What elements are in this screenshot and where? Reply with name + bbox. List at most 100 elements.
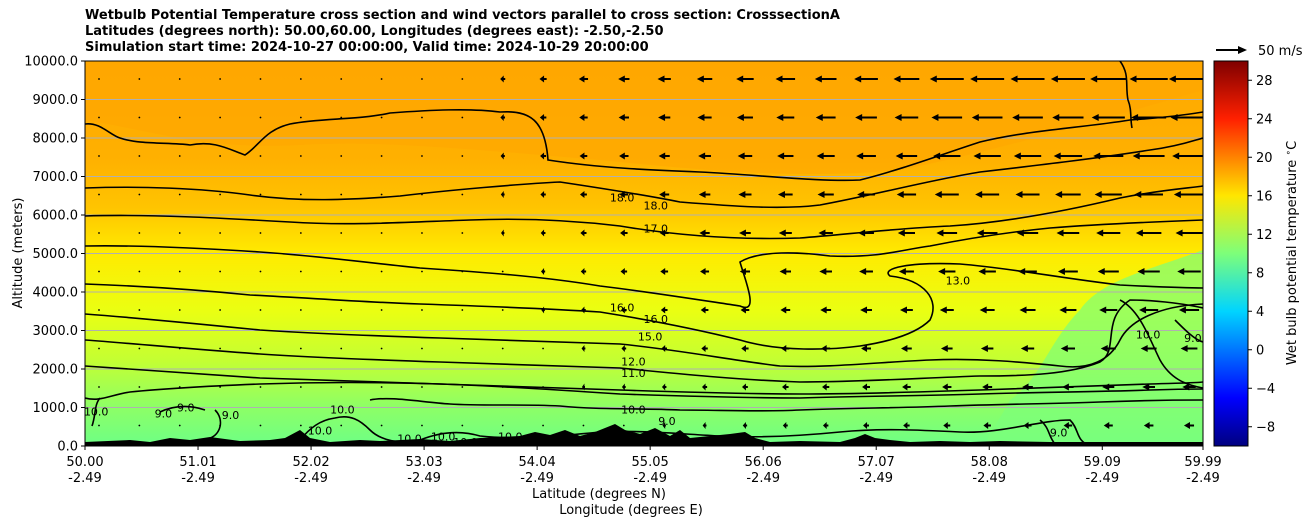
wind-vector xyxy=(138,116,141,119)
wind-vector-head xyxy=(898,268,906,275)
wind-vector xyxy=(138,232,141,234)
wind-vector-head xyxy=(737,152,745,160)
x-tick-label-lon: -2.49 xyxy=(520,471,554,486)
wind-vector xyxy=(98,386,100,388)
contour-line xyxy=(85,185,1203,240)
colorbar-ticks: −8 −4 0 4 8 12 16 20 24 28 xyxy=(1248,74,1275,435)
wind-vector-head xyxy=(700,268,706,275)
colorbar-tick-label: 28 xyxy=(1256,74,1273,89)
wind-vector-head xyxy=(1099,306,1107,314)
wind-vector-head xyxy=(1173,191,1181,198)
wind-vector-head xyxy=(939,306,947,314)
x-axis: 50.00-2.4951.01-2.4952.02-2.4953.03-2.49… xyxy=(66,446,1222,486)
wind-vector xyxy=(421,155,423,157)
wind-vector-head xyxy=(1023,422,1029,429)
wind-vector-head xyxy=(661,383,666,391)
wind-vector-head xyxy=(778,229,786,237)
wind-vector-head xyxy=(1090,75,1098,83)
wind-vector-head xyxy=(659,229,666,237)
wind-vector xyxy=(421,309,423,311)
wind-vector-head xyxy=(822,422,827,429)
wind-vector-head xyxy=(500,75,504,83)
wind-vector xyxy=(259,155,262,157)
contour-line xyxy=(85,299,1203,383)
wind-vector xyxy=(299,270,302,273)
wind-vector xyxy=(178,424,181,427)
wind-vector xyxy=(98,424,100,427)
x-tick-label-lat: 54.04 xyxy=(519,455,556,470)
wind-vector xyxy=(542,347,544,350)
wind-vector-head xyxy=(738,191,746,198)
wind-vector xyxy=(461,309,464,311)
contour-label: 16.0 xyxy=(610,301,635,314)
wind-vectors xyxy=(98,75,1203,429)
wind-vector-head xyxy=(1093,152,1101,160)
plot-area: 18.018.017.016.016.015.012.011.010.013.0… xyxy=(84,61,1203,446)
wind-vector-head xyxy=(698,152,706,160)
wind-vector-head xyxy=(1055,191,1063,198)
quiver-key-arrowhead xyxy=(1238,46,1247,54)
contour-line xyxy=(85,303,1203,368)
y-tick-label: 4000.0 xyxy=(33,286,79,301)
wind-vector-head xyxy=(581,345,585,352)
wind-vector-head xyxy=(1134,191,1142,198)
wind-vector xyxy=(380,386,383,388)
x-tick-label-lat: 50.00 xyxy=(66,455,103,470)
colorbar-tick-label: 12 xyxy=(1256,228,1273,243)
colorbar-tick-label: 16 xyxy=(1256,189,1273,204)
x-tick-label-lon: -2.49 xyxy=(972,471,1006,486)
wind-vector-head xyxy=(579,191,585,198)
wind-vector xyxy=(219,116,222,119)
wind-vector xyxy=(461,424,464,427)
wind-vector-head xyxy=(539,114,545,121)
wind-vector xyxy=(461,270,464,273)
colorbar-tick-label: 24 xyxy=(1256,112,1273,127)
wind-vector-head xyxy=(579,114,585,121)
wind-vector-head xyxy=(620,306,625,314)
wind-vector-head xyxy=(1052,114,1060,121)
wind-vector-head xyxy=(739,229,746,237)
wind-vector-head xyxy=(934,191,942,198)
wind-vector xyxy=(299,309,302,311)
y-tick-label: 5000.0 xyxy=(33,247,79,262)
wind-vector-head xyxy=(1140,345,1148,352)
y-tick-label: 9000.0 xyxy=(33,93,79,108)
wind-vector xyxy=(178,78,181,80)
wind-vector-head xyxy=(500,152,504,160)
wind-vector-head xyxy=(975,191,983,198)
contour-label: 10.0 xyxy=(84,405,109,418)
wind-vector-head xyxy=(657,75,665,83)
wind-vector xyxy=(380,232,383,234)
quiver-key: 50 m/s xyxy=(1216,44,1303,59)
wind-vector xyxy=(380,78,383,80)
wind-vector xyxy=(98,155,100,157)
wind-vector-head xyxy=(980,345,988,352)
y-tick-label: 10000.0 xyxy=(24,55,78,70)
y-tick-label: 0.0 xyxy=(57,440,78,455)
wind-vector-head xyxy=(1129,75,1137,83)
wind-vector xyxy=(421,270,423,273)
x-tick-label-lon: -2.49 xyxy=(68,471,102,486)
x-tick-label-lat: 56.06 xyxy=(745,455,782,470)
wind-vector-head xyxy=(1103,422,1110,429)
wind-vector-head xyxy=(819,268,827,275)
wind-vector-head xyxy=(620,229,625,237)
wind-vector xyxy=(380,347,383,350)
wind-vector-head xyxy=(620,268,625,275)
wind-vector-head xyxy=(736,75,744,83)
wind-vector xyxy=(259,232,262,234)
wind-vector-head xyxy=(857,191,865,198)
wind-vector-head xyxy=(816,152,824,160)
wind-vector xyxy=(299,347,302,350)
wind-vector-head xyxy=(739,268,746,275)
x-tick-label-lon: -2.49 xyxy=(859,471,893,486)
y-tick-label: 7000.0 xyxy=(33,170,79,185)
wind-vector xyxy=(98,78,100,80)
wind-vector xyxy=(380,424,383,427)
wind-vector xyxy=(138,424,141,427)
wind-vector xyxy=(138,193,141,196)
wind-vector xyxy=(219,232,222,234)
wind-vector xyxy=(178,347,181,350)
wind-vector-head xyxy=(976,229,984,237)
wind-vector xyxy=(501,424,504,427)
